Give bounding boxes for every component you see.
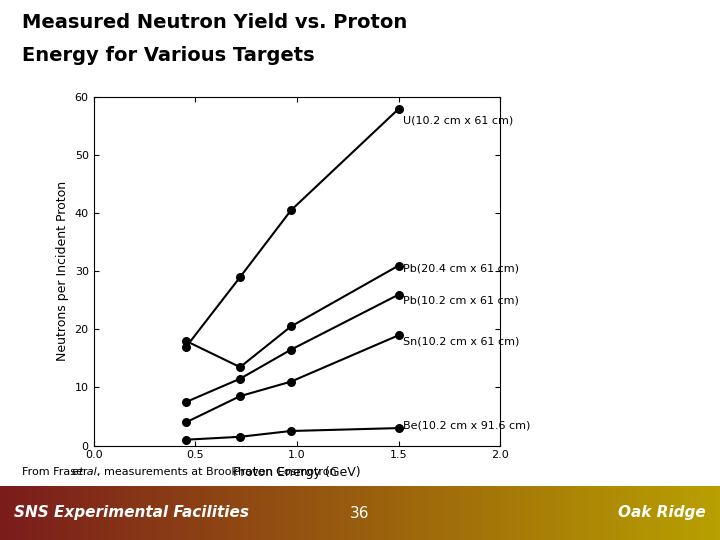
X-axis label: Proton Energy (GeV): Proton Energy (GeV): [233, 466, 361, 479]
Text: 36: 36: [350, 505, 370, 521]
Point: [181, 397, 192, 406]
Text: From Fraser: From Fraser: [22, 467, 91, 477]
Point: [234, 392, 246, 401]
Text: Sn(10.2 cm x 61 cm): Sn(10.2 cm x 61 cm): [402, 336, 519, 346]
Text: et al.: et al.: [72, 467, 100, 477]
Point: [285, 346, 297, 354]
Point: [234, 273, 246, 281]
Y-axis label: Neutrons per Incident Proton: Neutrons per Incident Proton: [56, 181, 69, 361]
Point: [234, 433, 246, 441]
Point: [285, 427, 297, 435]
Text: Pb(20.4 cm x 61 cm): Pb(20.4 cm x 61 cm): [402, 264, 519, 273]
Point: [393, 424, 405, 433]
Point: [285, 322, 297, 331]
Point: [285, 206, 297, 215]
Text: Measured Neutron Yield vs. Proton: Measured Neutron Yield vs. Proton: [22, 14, 407, 32]
Point: [181, 337, 192, 346]
Text: Oak Ridge: Oak Ridge: [618, 505, 706, 521]
Point: [393, 331, 405, 340]
Text: SNS Experimental Facilities: SNS Experimental Facilities: [14, 505, 249, 521]
Point: [393, 261, 405, 270]
Point: [393, 105, 405, 113]
Point: [393, 291, 405, 299]
Text: , measurements at Brookhaven Cosmotron: , measurements at Brookhaven Cosmotron: [96, 467, 336, 477]
Point: [285, 377, 297, 386]
Text: Be(10.2 cm x 91.6 cm): Be(10.2 cm x 91.6 cm): [402, 420, 530, 430]
Point: [181, 342, 192, 351]
Text: Energy for Various Targets: Energy for Various Targets: [22, 46, 314, 65]
Point: [181, 418, 192, 427]
Text: U(10.2 cm x 61 cm): U(10.2 cm x 61 cm): [402, 116, 513, 125]
Text: Pb(10.2 cm x 61 cm): Pb(10.2 cm x 61 cm): [402, 295, 518, 306]
Point: [234, 363, 246, 372]
Point: [181, 435, 192, 444]
Point: [234, 374, 246, 383]
